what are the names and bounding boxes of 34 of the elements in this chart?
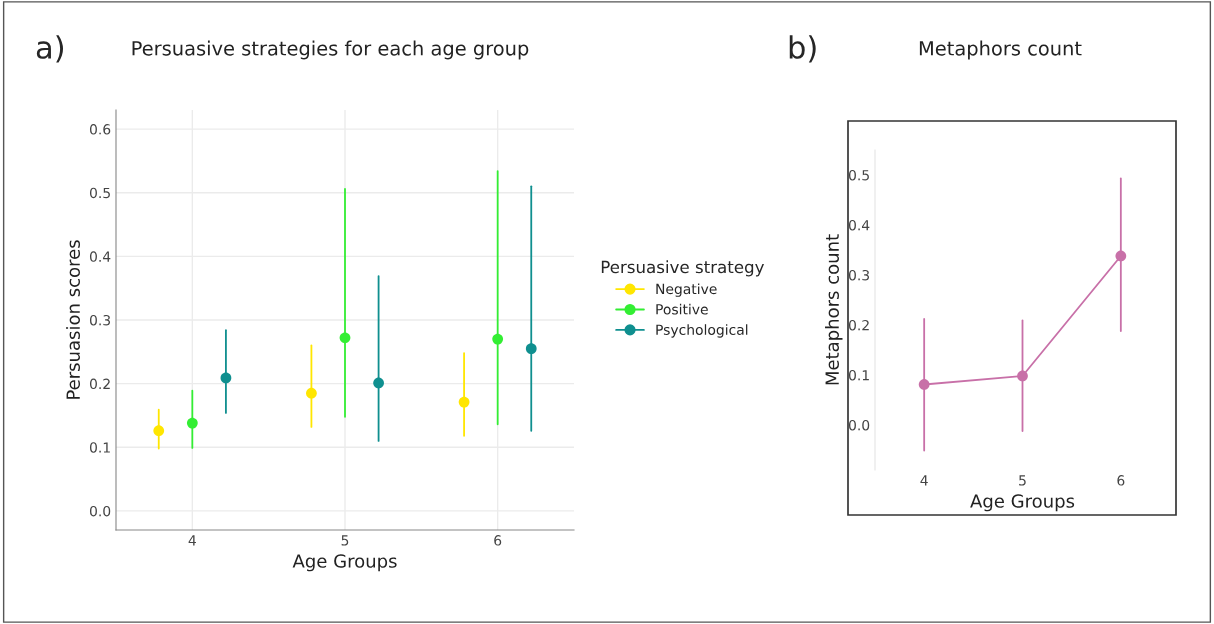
y-tick-label: 0.0 xyxy=(848,419,870,431)
point xyxy=(1017,370,1028,382)
point xyxy=(918,379,930,390)
y-tick-label: 0.3 xyxy=(848,269,870,281)
y-tick-label: 0.4 xyxy=(89,251,111,262)
point xyxy=(1115,250,1127,262)
x-axis-title: Age Groups xyxy=(292,554,397,572)
x-tick-label: 6 xyxy=(1117,475,1125,486)
y-tick-label: 0.2 xyxy=(848,319,869,331)
legend-label: Psychological xyxy=(656,324,748,338)
y-tick-label: 0.5 xyxy=(89,187,110,199)
legend-label: Negative xyxy=(656,283,717,297)
y-tick-label: 0.6 xyxy=(89,124,111,135)
chart-title: Metaphors count xyxy=(919,40,1082,60)
x-axis-title: Age Groups xyxy=(970,494,1075,512)
x-tick-label: 4 xyxy=(920,475,928,486)
x-tick-label: 5 xyxy=(1019,475,1026,486)
x-tick-label: 5 xyxy=(341,535,349,546)
x-tick-label: 6 xyxy=(494,535,502,546)
x-tick-label: 4 xyxy=(188,535,196,546)
y-axis-title: Persuasion scores xyxy=(66,240,80,399)
y-tick-label: 0.3 xyxy=(89,314,111,326)
legend-title: Persuasive strategy xyxy=(601,260,764,277)
y-tick-label: 0.1 xyxy=(89,442,110,453)
chart-title: Persuasive strategies for each age group xyxy=(132,40,529,60)
y-tick-label: 0.2 xyxy=(89,378,110,390)
text: b) xyxy=(789,35,816,63)
text: a) xyxy=(36,35,64,63)
legend-label: Positive xyxy=(656,303,708,315)
y-axis-title: Metaphors count xyxy=(825,234,843,385)
y-tick-label: 0.1 xyxy=(848,369,869,381)
y-tick-label: 0.4 xyxy=(848,219,870,231)
y-tick-label: 0.5 xyxy=(848,169,869,181)
y-tick-label: 0.0 xyxy=(89,505,111,517)
